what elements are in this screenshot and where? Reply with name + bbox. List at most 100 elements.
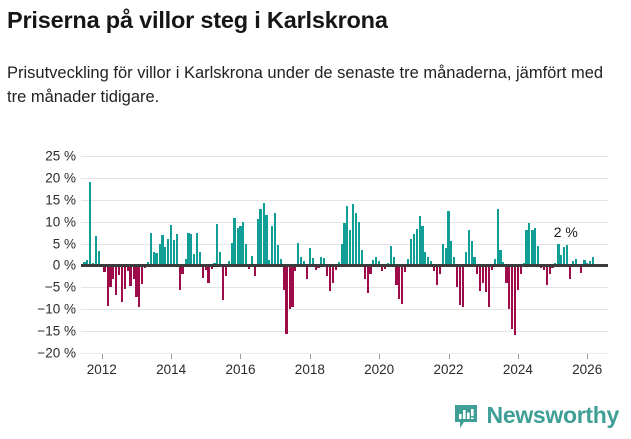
bar xyxy=(112,265,115,280)
bar xyxy=(389,245,392,266)
bar xyxy=(253,265,257,276)
bar xyxy=(418,216,421,266)
bar xyxy=(152,252,155,266)
y-axis-tick-label: 20 % xyxy=(45,170,76,186)
bar xyxy=(190,233,193,266)
x-axis-tick-label: 2014 xyxy=(156,362,187,377)
bar xyxy=(499,250,502,266)
bar xyxy=(89,182,92,266)
bar xyxy=(548,265,551,275)
x-axis-tick-label: 2022 xyxy=(433,362,464,377)
bar xyxy=(262,203,265,266)
bar xyxy=(288,265,291,310)
x-axis-tick-label: 2018 xyxy=(294,362,325,377)
bar xyxy=(250,255,254,266)
x-axis-tick-label: 2024 xyxy=(502,362,533,377)
y-axis-tick-label: 25 % xyxy=(45,148,76,164)
bar xyxy=(366,265,369,293)
bar xyxy=(236,227,239,266)
bar-chart-speech-bubble-icon xyxy=(453,403,479,429)
bar xyxy=(346,206,349,266)
bar xyxy=(248,265,251,269)
bar xyxy=(149,232,153,266)
bar xyxy=(421,226,424,266)
bar xyxy=(337,261,340,266)
bar xyxy=(291,265,294,307)
bar xyxy=(438,265,441,275)
bar xyxy=(120,265,123,302)
bar xyxy=(588,261,592,266)
bar xyxy=(444,247,447,266)
y-axis-tick-label: 10 % xyxy=(45,214,76,230)
bar xyxy=(349,230,352,266)
bar xyxy=(196,232,199,266)
bar xyxy=(135,265,138,297)
bar xyxy=(161,234,164,266)
x-axis-tick-label: 2026 xyxy=(572,362,603,377)
y-axis-tick-label: −10 % xyxy=(37,301,76,317)
bar xyxy=(357,221,361,266)
bar xyxy=(441,243,444,266)
bar xyxy=(554,263,557,266)
bar xyxy=(94,235,97,266)
bar xyxy=(473,256,476,266)
bar xyxy=(294,265,297,272)
bar xyxy=(311,257,314,266)
x-axis-tick xyxy=(240,353,242,359)
bar xyxy=(233,218,236,266)
bar xyxy=(580,265,583,274)
bar xyxy=(302,261,306,266)
bar xyxy=(510,265,514,329)
bar xyxy=(155,253,158,266)
bar xyxy=(583,260,586,266)
bar xyxy=(354,212,358,266)
bar xyxy=(224,265,227,276)
bar xyxy=(392,256,395,266)
x-axis-labels: 2012 2014 2016 2018 2020 2022 2024 2026 xyxy=(81,353,608,391)
bar xyxy=(285,265,288,334)
bar xyxy=(343,223,346,266)
gridline xyxy=(81,309,608,311)
bar xyxy=(172,240,175,266)
bar xyxy=(560,254,563,266)
gridline xyxy=(81,331,608,333)
bar xyxy=(274,212,277,266)
bar xyxy=(401,265,404,304)
bar xyxy=(557,243,560,266)
bar xyxy=(245,243,248,266)
bar xyxy=(427,256,430,266)
bar xyxy=(193,254,196,266)
bar xyxy=(282,265,285,290)
bar xyxy=(363,265,366,280)
bar xyxy=(386,263,389,266)
y-axis-tick-label: −20 % xyxy=(37,345,76,361)
bar xyxy=(92,263,95,266)
bar xyxy=(398,265,401,299)
bar xyxy=(279,259,283,266)
bar xyxy=(170,225,173,266)
bar-series xyxy=(81,156,608,353)
x-axis-tick xyxy=(171,353,173,359)
bar xyxy=(513,265,517,335)
bar xyxy=(531,230,534,266)
y-axis-tick-label: −15 % xyxy=(37,323,76,339)
bar xyxy=(103,265,106,272)
bar xyxy=(505,265,508,283)
bar xyxy=(435,265,439,286)
bar xyxy=(565,245,569,266)
bar xyxy=(204,265,207,270)
x-axis-tick xyxy=(448,353,450,359)
bar xyxy=(525,230,528,266)
bar xyxy=(106,265,109,306)
bar xyxy=(118,265,121,275)
bar xyxy=(528,223,531,266)
bar xyxy=(458,265,462,305)
bar xyxy=(496,208,499,266)
bar xyxy=(479,265,482,291)
bar xyxy=(115,265,118,296)
bar xyxy=(522,262,525,266)
bar xyxy=(562,247,566,266)
y-axis-tick-label: 5 % xyxy=(52,236,76,252)
bar xyxy=(461,265,465,308)
y-axis-tick-label: −5 % xyxy=(44,279,76,295)
